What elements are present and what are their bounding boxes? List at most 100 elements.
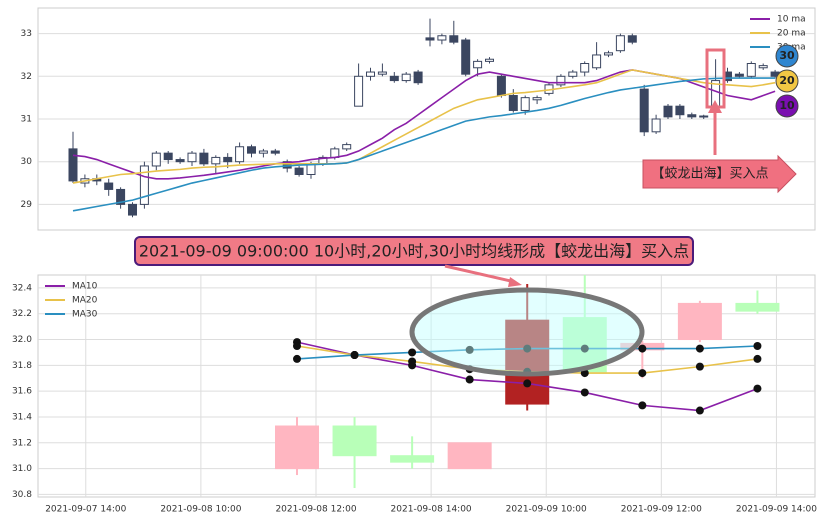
candle-body (508, 95, 518, 111)
badge (775, 94, 799, 118)
x-tick-label: 2021-09-07 14:00 (45, 505, 126, 515)
candle-body (366, 71, 375, 77)
ma-dot (580, 388, 589, 397)
candle-body (270, 150, 280, 154)
candle-body (223, 156, 233, 163)
badge-label: 30 (779, 49, 795, 62)
annotation-box (642, 154, 797, 194)
candle-body (449, 35, 459, 43)
ma-dot (350, 351, 359, 360)
candle-body (390, 455, 435, 463)
candle-body (615, 35, 625, 52)
y-tick-label: 31 (21, 115, 32, 125)
candle-body (332, 425, 377, 457)
candle-body (247, 146, 256, 154)
candle-body (258, 150, 268, 154)
candle-body (401, 73, 411, 82)
candle-body (413, 71, 423, 84)
ma-dot (580, 344, 589, 353)
x-tick-label: 2021-09-08 12:00 (275, 505, 356, 515)
candle-body (639, 88, 649, 133)
candle-body (116, 188, 126, 205)
x-tick-label: 2021-09-08 10:00 (160, 505, 241, 515)
y-tick-label: 29 (21, 200, 33, 210)
candle-body (520, 97, 530, 111)
y-tick-label: 33 (21, 29, 32, 39)
ma-dot (638, 401, 647, 410)
ma-dot (638, 369, 647, 378)
badge-label: 20 (779, 74, 795, 87)
candle-body (139, 165, 149, 205)
candle-body (354, 75, 364, 107)
candle-body (734, 73, 744, 77)
bottom-frame (37, 274, 816, 498)
annotation: 【蛟龙出海】买入点 (642, 48, 797, 194)
legend-label: 10 ma (777, 15, 806, 25)
badge (775, 69, 799, 93)
ma-dot (293, 354, 301, 363)
y-tick-label: 32 (21, 72, 32, 82)
ma-dot (408, 357, 417, 366)
ma-line (72, 77, 776, 212)
ma-dot (465, 375, 474, 384)
ma-dot (523, 344, 532, 353)
x-tick-label: 2021-09-09 14:00 (736, 505, 817, 515)
legend-label: MA20 (72, 296, 98, 306)
y-tick-label: 30.8 (12, 490, 32, 500)
candle-body (377, 71, 387, 75)
x-tick-label: 2021-09-08 14:00 (391, 505, 472, 515)
candle-body (437, 35, 447, 41)
candle-body (211, 156, 221, 165)
ma-dot (753, 341, 762, 350)
ma-dot (753, 354, 762, 363)
candle-body (687, 114, 697, 118)
banner-text: 2021-09-09 09:00:00 10小时,20小时,30小时均线形成【蛟… (139, 242, 689, 261)
legend-label: MA30 (72, 310, 98, 320)
candle-body (568, 71, 578, 77)
banner-arrow-head (508, 277, 522, 287)
x-tick-label: 2021-09-09 10:00 (506, 505, 587, 515)
legend-label: 20 ma (777, 29, 806, 39)
candle-body (187, 152, 197, 163)
badge-label: 10 (779, 99, 795, 112)
y-tick-label: 31.0 (12, 464, 32, 474)
ma-dot (465, 345, 474, 354)
banner-arrow (444, 264, 516, 284)
candle-body (532, 97, 542, 101)
banner: 2021-09-09 09:00:00 10小时,20小时,30小时均线形成【蛟… (134, 236, 694, 287)
candle-body (275, 425, 319, 470)
y-tick-label: 32.2 (12, 309, 32, 319)
candle-body (485, 58, 494, 62)
ma-dot (695, 344, 704, 353)
ma-dot (293, 341, 301, 350)
ma-line (72, 69, 776, 184)
candle-body (592, 54, 602, 69)
y-tick-label: 32.0 (12, 335, 32, 345)
candle-body (342, 144, 352, 150)
candle-body (104, 182, 114, 190)
candle-body (496, 75, 506, 97)
ma-dot (638, 344, 647, 353)
ma-dot (408, 348, 417, 357)
candle-body (758, 65, 768, 69)
candle-body (677, 302, 722, 341)
y-tick-label: 31.4 (12, 412, 32, 422)
candle-body (699, 115, 709, 118)
candle-body (235, 146, 245, 163)
candle-body (746, 63, 756, 77)
candle-body (580, 63, 590, 73)
candle-body (651, 118, 661, 133)
candle-body (473, 60, 483, 69)
banner-box (134, 236, 694, 266)
candle-body (735, 302, 780, 312)
ma-dot (695, 406, 704, 415)
candle-body (461, 39, 471, 75)
candle-body (294, 167, 304, 176)
candle-body (68, 148, 78, 182)
arrow-head (708, 100, 722, 113)
y-tick-label: 30 (21, 157, 33, 167)
y-tick-label: 31.2 (12, 438, 32, 448)
annotation-text: 【蛟龙出海】买入点 (651, 167, 768, 182)
